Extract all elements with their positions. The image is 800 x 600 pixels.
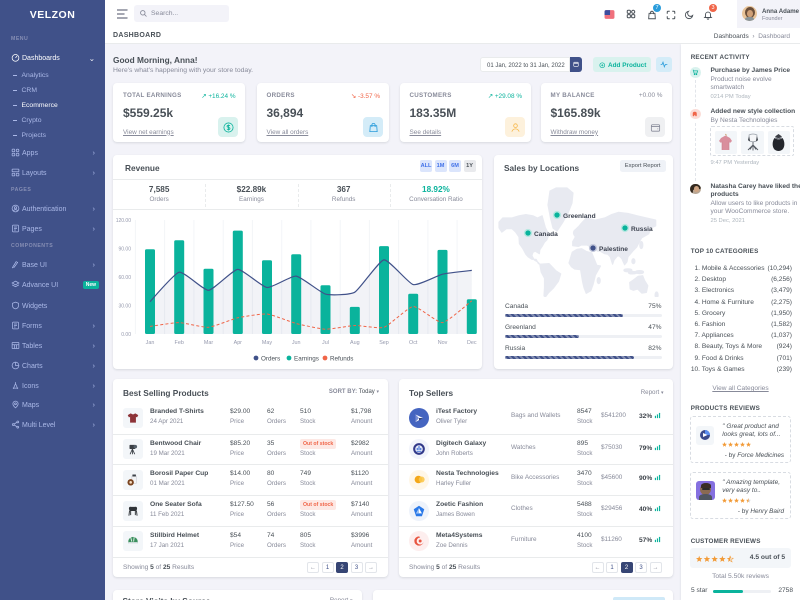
svg-text:30.00: 30.00	[118, 304, 131, 310]
svg-text:Greenland: Greenland	[563, 213, 596, 220]
svg-text:Palestine: Palestine	[599, 246, 628, 253]
svg-text:Aug: Aug	[350, 340, 360, 346]
svg-text:May: May	[262, 340, 272, 346]
svg-text:Canada: Canada	[534, 231, 558, 238]
svg-text:120.00: 120.00	[116, 218, 132, 224]
svg-text:Feb: Feb	[175, 340, 184, 346]
svg-text:Sep: Sep	[379, 340, 389, 346]
svg-text:Dec: Dec	[467, 340, 477, 346]
svg-text:Mar: Mar	[204, 340, 213, 346]
svg-text:90.00: 90.00	[118, 247, 131, 253]
svg-text:60.00: 60.00	[118, 275, 131, 281]
svg-text:Nov: Nov	[438, 340, 448, 346]
svg-text:Russia: Russia	[631, 226, 653, 233]
svg-text:Orders: Orders	[261, 356, 280, 363]
svg-text:Jun: Jun	[292, 340, 301, 346]
svg-text:Earnings: Earnings	[294, 356, 319, 363]
svg-text:Refunds: Refunds	[330, 356, 353, 363]
svg-text:Apr: Apr	[234, 340, 243, 346]
svg-text:Oct: Oct	[409, 340, 418, 346]
svg-text:Jul: Jul	[322, 340, 329, 346]
svg-text:Jan: Jan	[146, 340, 155, 346]
svg-text:0.00: 0.00	[121, 332, 131, 338]
